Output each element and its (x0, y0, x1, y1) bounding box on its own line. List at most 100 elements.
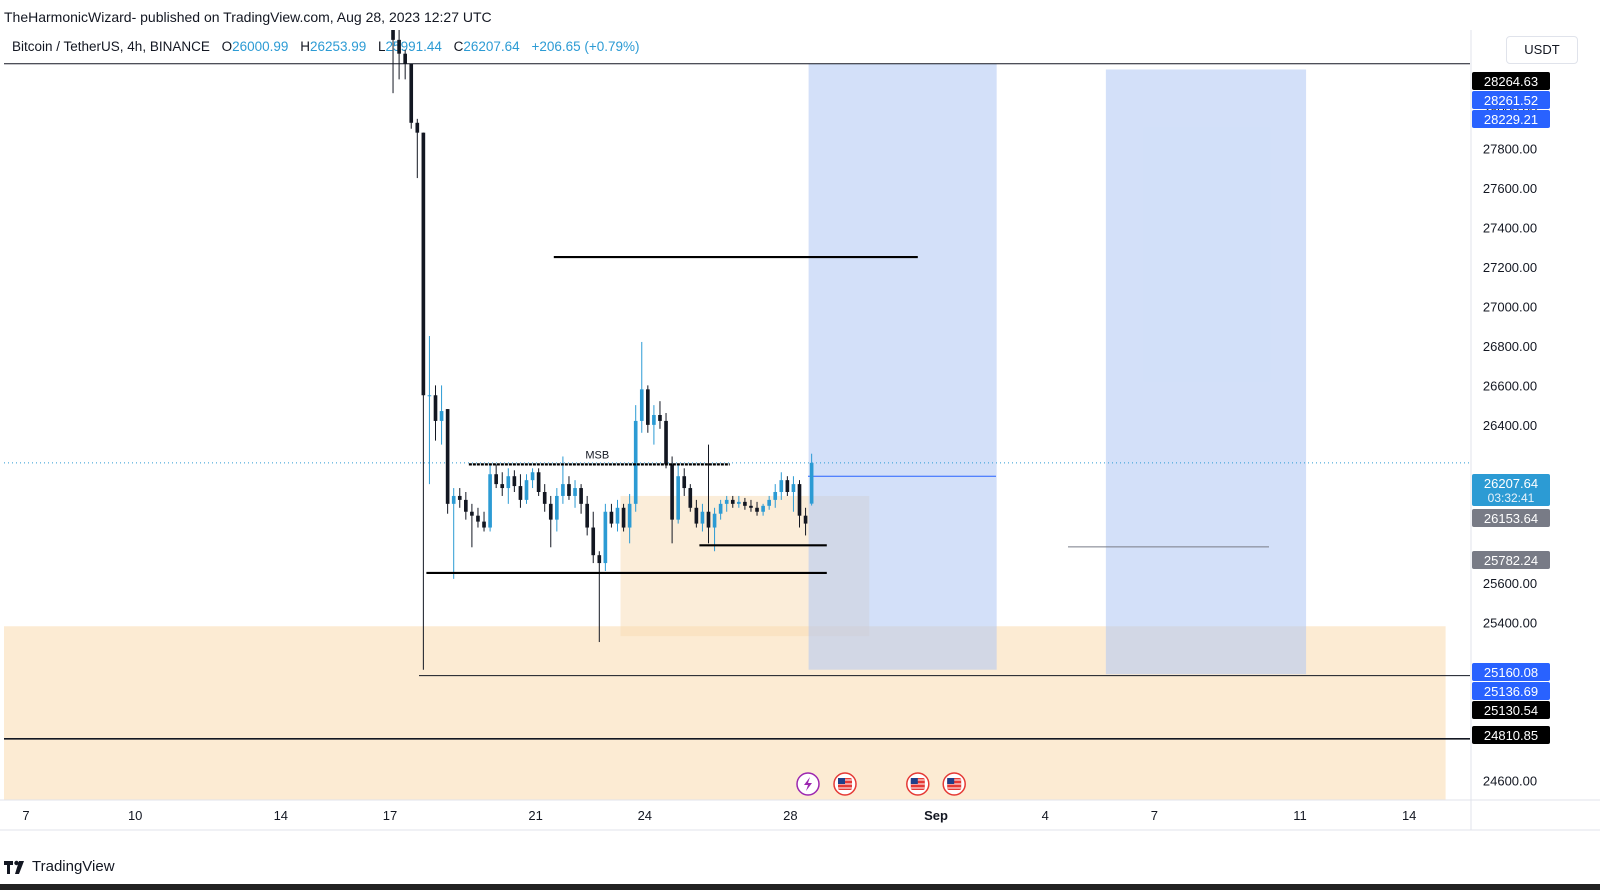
candle-body[interactable] (809, 462, 814, 504)
price-axis-tick: 26600.00 (1483, 378, 1537, 393)
candle-body[interactable] (397, 39, 401, 54)
candle-body[interactable] (785, 480, 790, 492)
candle-body[interactable] (615, 507, 620, 524)
price-tag (1472, 663, 1550, 681)
candle-body[interactable] (415, 122, 420, 133)
price-tag-label: 25160.08 (1484, 665, 1538, 680)
us-flag-canton (947, 778, 955, 784)
candle-body[interactable] (658, 415, 662, 421)
price-axis-tick: 27200.00 (1483, 260, 1537, 275)
time-axis-tick: 7 (1151, 808, 1158, 823)
bottom-border (0, 884, 1600, 890)
candle-body[interactable] (724, 499, 729, 504)
time-axis-tick: 17 (383, 808, 397, 823)
candle-body[interactable] (457, 495, 462, 500)
candle-body[interactable] (427, 395, 432, 397)
candle-body[interactable] (518, 486, 523, 500)
candle-body[interactable] (506, 476, 511, 489)
time-axis-tick: 28 (783, 808, 797, 823)
candle-body[interactable] (476, 515, 480, 522)
price-axis-tick: 26400.00 (1483, 418, 1537, 433)
candle-body[interactable] (755, 507, 759, 512)
price-tag-label: 26207.64 (1484, 476, 1538, 491)
candle-body[interactable] (779, 480, 784, 492)
candle-body[interactable] (773, 492, 778, 500)
candle-body[interactable] (761, 505, 765, 512)
candle-body[interactable] (579, 488, 583, 504)
candle-body[interactable] (445, 409, 450, 504)
candle-body[interactable] (646, 389, 650, 425)
candle-body[interactable] (567, 484, 571, 496)
candle-body[interactable] (488, 474, 492, 528)
countdown-label: 03:32:41 (1488, 491, 1535, 505)
candle-body[interactable] (621, 507, 626, 528)
candle-body[interactable] (730, 499, 735, 504)
price-tag-label: 25130.54 (1484, 703, 1538, 718)
candle-body[interactable] (803, 515, 808, 524)
candle-body[interactable] (700, 511, 705, 524)
candle-body[interactable] (439, 411, 444, 421)
symbol-title[interactable]: Bitcoin / TetherUS, 4h, BINANCE (12, 39, 210, 54)
candle-body[interactable] (670, 464, 674, 520)
candle-body[interactable] (664, 420, 668, 465)
candle-body[interactable] (676, 476, 680, 520)
currency-button[interactable]: USDT (1506, 36, 1578, 64)
candle-body[interactable] (482, 521, 486, 528)
candle-body[interactable] (536, 472, 541, 492)
candle-body[interactable] (712, 513, 717, 528)
candle-body[interactable] (500, 484, 505, 489)
candle-body[interactable] (573, 488, 577, 496)
candle-body[interactable] (524, 480, 529, 500)
time-axis-tick: Sep (924, 808, 948, 823)
candle-body[interactable] (609, 511, 614, 524)
candle-body[interactable] (494, 474, 498, 485)
candle-body[interactable] (470, 511, 474, 516)
candle-body[interactable] (706, 511, 711, 528)
candle-body[interactable] (652, 415, 656, 425)
candle-body[interactable] (421, 132, 426, 396)
candle-body[interactable] (530, 472, 535, 481)
candle-body[interactable] (391, 20, 395, 40)
price-axis-tick: 27000.00 (1483, 299, 1537, 314)
tradingview-logo[interactable]: TradingView (4, 858, 115, 875)
candle-body[interactable] (591, 527, 596, 556)
candle-body[interactable] (682, 476, 687, 489)
time-axis-tick: 4 (1042, 808, 1049, 823)
candle-body[interactable] (694, 507, 699, 524)
candle-body[interactable] (791, 484, 796, 492)
candle-body[interactable] (718, 503, 723, 514)
candle-body[interactable] (561, 484, 565, 496)
price-tag (1472, 474, 1550, 506)
candle-body[interactable] (737, 501, 741, 504)
candle-body[interactable] (409, 63, 414, 123)
candle-body[interactable] (555, 495, 559, 520)
price-tag-label: 28229.21 (1484, 112, 1538, 127)
candle-body[interactable] (585, 503, 589, 528)
open-label: O (221, 39, 233, 54)
msb-label: MSB (585, 449, 609, 461)
candle-body[interactable] (464, 499, 468, 512)
candle-body[interactable] (542, 492, 547, 504)
candle-body[interactable] (548, 503, 553, 520)
price-tag-label: 28261.52 (1484, 93, 1538, 108)
symbol-legend[interactable]: Bitcoin / TetherUS, 4h, BINANCE O26000.9… (12, 39, 640, 54)
candle-body[interactable] (433, 395, 438, 421)
candle-body[interactable] (403, 53, 407, 64)
candle-body[interactable] (743, 501, 747, 506)
candle-body[interactable] (767, 499, 771, 506)
candle-body[interactable] (451, 495, 456, 504)
candle-body[interactable] (512, 476, 517, 487)
candle-body[interactable] (603, 511, 608, 564)
candle-body[interactable] (633, 420, 638, 504)
price-tag-label: 24810.85 (1484, 728, 1538, 743)
candle-body[interactable] (797, 484, 802, 516)
publication-header: TheHarmonicWizard- published on TradingV… (0, 0, 1600, 30)
us-flag-canton (838, 778, 845, 784)
candle-body[interactable] (597, 555, 602, 564)
candle-body[interactable] (627, 503, 632, 528)
price-tag (1472, 701, 1550, 719)
candle-body[interactable] (688, 488, 693, 508)
candle-body[interactable] (639, 389, 644, 421)
candle-body[interactable] (749, 505, 753, 508)
